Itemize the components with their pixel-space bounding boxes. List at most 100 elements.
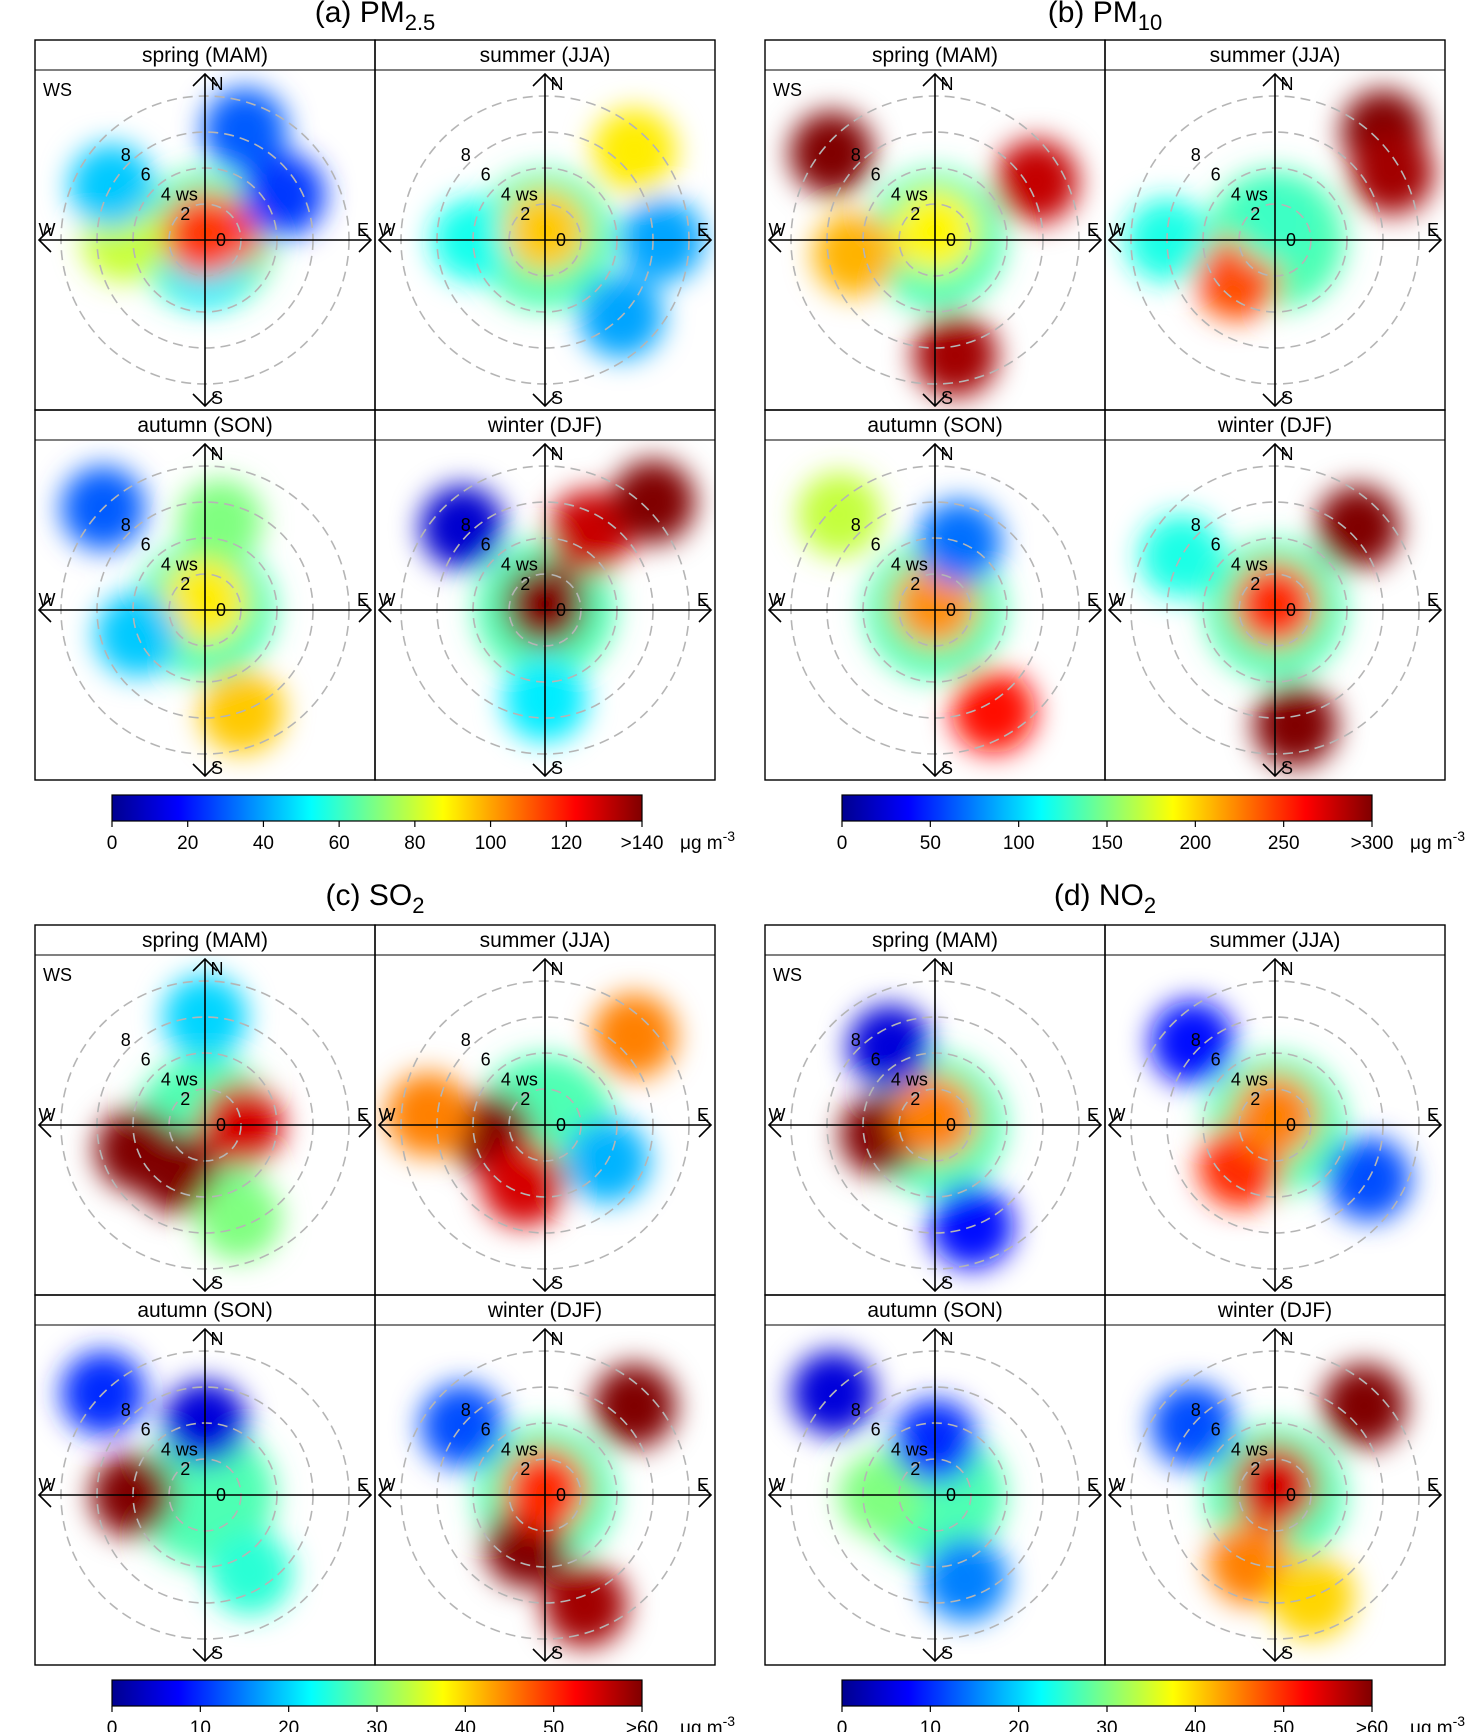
concentration-field xyxy=(1150,1363,1407,1639)
direction-label-s: S xyxy=(551,1643,563,1663)
ring-label: 2 xyxy=(520,1459,530,1479)
season-label: winter (DJF) xyxy=(487,1299,602,1322)
direction-label-s: S xyxy=(551,388,563,408)
season-label: summer (JJA) xyxy=(480,929,611,952)
concentration-mark xyxy=(1150,1000,1235,1085)
ring-label: 8 xyxy=(1191,1030,1201,1050)
season-label: spring (MAM) xyxy=(142,929,268,952)
direction-label-s: S xyxy=(551,758,563,778)
concentration-mark xyxy=(420,1383,505,1468)
season-plot: summer (JJA) N S W E 0 24 ws 68 xyxy=(1104,924,1446,1296)
concentration-mark xyxy=(543,1562,628,1647)
ring-label: 8 xyxy=(1191,145,1201,165)
colorbar-tick-label: 50 xyxy=(1273,1718,1294,1732)
ring-label: 6 xyxy=(871,1050,881,1070)
concentration-mark xyxy=(994,139,1079,224)
direction-label-n: N xyxy=(941,1329,954,1349)
ring-label: 8 xyxy=(851,1400,861,1420)
ring-label: 2 xyxy=(520,574,530,594)
season-plot: winter (DJF) N S W E 0 24 ws 68 xyxy=(1104,409,1446,781)
concentration-mark xyxy=(136,1129,220,1214)
colorbar-unit: μg m-3 xyxy=(680,828,735,854)
direction-label-e: E xyxy=(357,220,369,240)
season-plot: winter (DJF) N S W E 0 24 ws 68 xyxy=(1104,1294,1446,1666)
colorbar-tick-label: 40 xyxy=(455,1718,476,1732)
direction-label-s: S xyxy=(941,1273,953,1293)
concentration-field xyxy=(1125,89,1434,321)
ring-label: 4 ws xyxy=(161,554,198,574)
concentration-mark xyxy=(481,1142,566,1227)
direction-label-e: E xyxy=(1427,1105,1439,1125)
colorbar-tick-label: 30 xyxy=(366,1718,387,1732)
ring-label: 8 xyxy=(121,515,131,535)
colorbar-tick-label: 40 xyxy=(253,833,274,854)
ring-label: 8 xyxy=(1191,515,1201,535)
concentration-mark xyxy=(386,1072,471,1157)
ring-label: 0 xyxy=(1286,600,1296,620)
direction-label-n: N xyxy=(211,959,224,979)
direction-label-w: W xyxy=(1109,220,1126,240)
concentration-mark xyxy=(196,1176,281,1261)
direction-label-e: E xyxy=(357,1105,369,1125)
concentration-mark xyxy=(420,485,505,570)
colorbar-tick-label: >300 xyxy=(1351,833,1394,854)
season-plot: spring (MAM) N S W E 0 24 ws 68 WS xyxy=(34,924,376,1296)
direction-label-e: E xyxy=(1087,1475,1099,1495)
direction-label-n: N xyxy=(941,959,954,979)
ring-label: 0 xyxy=(556,1115,566,1135)
colorbar xyxy=(841,794,1373,822)
ring-label: 4 ws xyxy=(161,1439,198,1459)
direction-label-n: N xyxy=(211,444,224,464)
direction-label-w: W xyxy=(39,220,56,240)
colorbar xyxy=(111,1679,643,1707)
concentration-mark xyxy=(240,153,325,237)
direction-label-e: E xyxy=(697,590,709,610)
ring-label: 4 ws xyxy=(891,1439,928,1459)
panel-title: (c) SO2 xyxy=(326,879,425,918)
concentration-mark xyxy=(1150,1383,1235,1468)
colorbar-tick-label: 20 xyxy=(278,1718,299,1732)
ring-label: 0 xyxy=(216,1115,226,1135)
panel-title: (b) PM10 xyxy=(1048,0,1162,35)
ring-label: 6 xyxy=(871,165,881,185)
colorbar-tick-label: 100 xyxy=(1003,833,1035,854)
colorbar-unit: μg m-3 xyxy=(1410,828,1465,854)
direction-label-e: E xyxy=(1427,1475,1439,1495)
concentration-mark xyxy=(1139,514,1224,598)
direction-label-n: N xyxy=(211,74,224,94)
concentration-mark xyxy=(797,472,882,557)
ws-axis-label: WS xyxy=(43,965,72,985)
ring-label: 0 xyxy=(556,230,566,250)
ring-label: 0 xyxy=(556,1485,566,1505)
concentration-field xyxy=(1150,1000,1411,1221)
colorbar-tick-label: 40 xyxy=(1185,1718,1206,1732)
season-frame xyxy=(374,1294,716,1666)
ring-label: 2 xyxy=(910,1459,920,1479)
ring-label: 0 xyxy=(1286,230,1296,250)
ring-label: 4 ws xyxy=(1231,554,1268,574)
ring-label: 0 xyxy=(946,1485,956,1505)
season-label: summer (JJA) xyxy=(480,44,611,67)
ring-label: 6 xyxy=(481,1420,491,1440)
colorbar-tick-label: 10 xyxy=(920,1718,941,1732)
colorbar-unit: μg m-3 xyxy=(680,1713,735,1732)
ring-label: 4 ws xyxy=(891,1069,928,1089)
direction-label-s: S xyxy=(941,1643,953,1663)
season-plot: autumn (SON) N S W E 0 24 ws 68 xyxy=(34,1294,376,1666)
ring-label: 4 ws xyxy=(501,1439,538,1459)
panel-title: (d) NO2 xyxy=(1054,879,1156,918)
ring-label: 8 xyxy=(461,1030,471,1050)
ring-label: 6 xyxy=(1211,1420,1221,1440)
colorbar-tick-label: 10 xyxy=(190,1718,211,1732)
ring-label: 2 xyxy=(910,204,920,224)
ring-label: 6 xyxy=(871,1420,881,1440)
ring-label: 4 ws xyxy=(1231,184,1268,204)
concentration-mark xyxy=(913,313,998,398)
concentration-mark xyxy=(592,1363,677,1448)
ring-label: 0 xyxy=(1286,1115,1296,1135)
ring-label: 2 xyxy=(1250,1459,1260,1479)
direction-label-e: E xyxy=(697,1105,709,1125)
ring-label: 6 xyxy=(141,535,151,555)
